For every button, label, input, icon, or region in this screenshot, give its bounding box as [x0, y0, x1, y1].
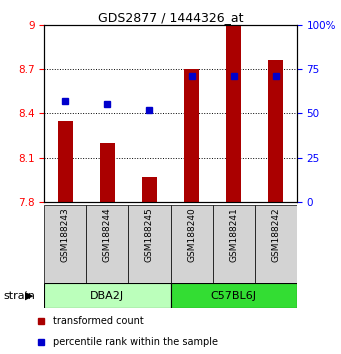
Bar — [170, 205, 212, 283]
Text: GSM188243: GSM188243 — [61, 208, 70, 262]
Text: GSM188244: GSM188244 — [103, 208, 112, 262]
Bar — [58, 121, 73, 202]
Title: GDS2877 / 1444326_at: GDS2877 / 1444326_at — [98, 11, 243, 24]
Bar — [86, 205, 129, 283]
Text: percentile rank within the sample: percentile rank within the sample — [53, 337, 218, 348]
Text: ▶: ▶ — [25, 291, 33, 301]
Text: strain: strain — [3, 291, 35, 301]
Bar — [184, 69, 199, 202]
Bar — [170, 283, 297, 308]
Text: transformed count: transformed count — [53, 316, 144, 326]
Bar — [212, 205, 255, 283]
Bar — [255, 205, 297, 283]
Bar — [100, 143, 115, 202]
Bar — [268, 60, 283, 202]
Bar — [226, 25, 241, 202]
Text: GSM188240: GSM188240 — [187, 208, 196, 262]
Text: GSM188242: GSM188242 — [271, 208, 280, 262]
Text: DBA2J: DBA2J — [90, 291, 124, 301]
Bar — [129, 205, 170, 283]
Bar — [44, 283, 170, 308]
Text: C57BL6J: C57BL6J — [211, 291, 256, 301]
Text: GSM188245: GSM188245 — [145, 208, 154, 262]
Text: GSM188241: GSM188241 — [229, 208, 238, 262]
Bar — [142, 177, 157, 202]
Bar — [44, 205, 86, 283]
